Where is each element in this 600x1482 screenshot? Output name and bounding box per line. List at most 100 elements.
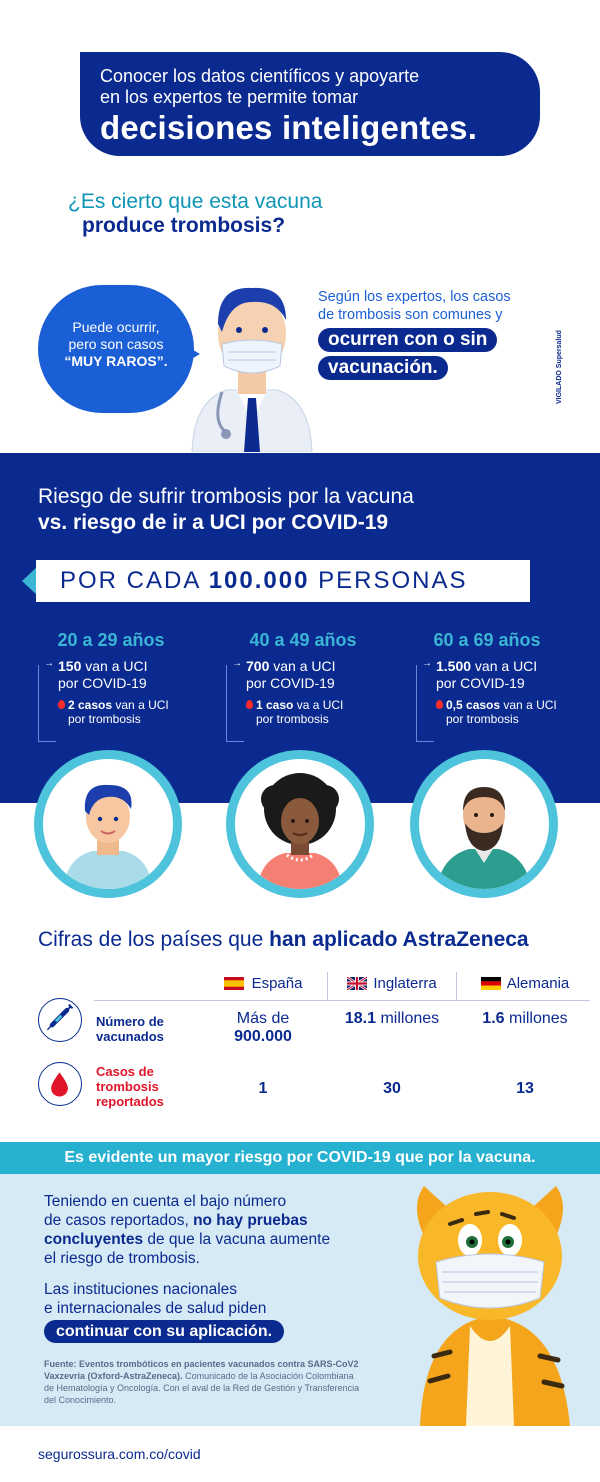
source-note: Fuente: Eventos trombóticos en pacientes…: [44, 1358, 364, 1406]
age-group-3-uci-text: van a UCI: [471, 658, 538, 674]
cell-germany-vaccinated: 1.6 millones: [460, 1010, 590, 1028]
question-line-1: ¿Es cierto que esta vacuna: [68, 190, 323, 213]
header-line-2: en los expertos te permite tomar: [100, 87, 359, 107]
doctor-illustration: [191, 287, 313, 452]
age-group-1-uci-line2: por COVID-19: [58, 675, 147, 691]
blood-drop-icon: [246, 700, 253, 709]
vigilado-text: VIGILADO Supersalud: [556, 330, 563, 404]
age-group-2-tromb-text: va a UCI: [293, 698, 344, 712]
blood-drop-icon: [436, 700, 443, 709]
young-man-icon: [63, 784, 153, 889]
age-group-3-tromb-text: van a UCI: [500, 698, 557, 712]
cell-england-vaccinated-unit: millones: [376, 1010, 440, 1027]
countries-title-prefix: Cifras de los países que: [38, 928, 270, 951]
age-group-1-uci-text: van a UCI: [81, 658, 148, 674]
per-100000-banner: POR CADA 100.000 PERSONAS: [36, 560, 530, 602]
col-germany: Alemania: [460, 975, 590, 992]
col-separator: [327, 972, 328, 1000]
row-thrombosis-label-3: reportados: [96, 1094, 164, 1109]
speech-bubble: Puede ocurrir, pero son casos “MUY RAROS…: [38, 285, 194, 413]
cell-germany-vaccinated-num: 1.6: [482, 1010, 505, 1027]
question: ¿Es cierto que esta vacuna produce tromb…: [68, 190, 322, 238]
experts-line-2: de trombosis son comunes y: [318, 307, 503, 323]
age-group-2-uci-line2: por COVID-19: [246, 675, 335, 691]
age-group-3-arrow: →: [422, 658, 432, 669]
age-group-1-bracket: [38, 665, 56, 742]
germany-flag-icon: [480, 977, 501, 990]
header-title: decisiones inteligentes.: [100, 109, 478, 146]
header-bubble: Conocer los datos científicos y apoyarte…: [80, 52, 540, 156]
cell-spain-vaccinated-line2: 900.000: [234, 1028, 292, 1045]
col-england: Inglaterra: [330, 975, 454, 992]
blood-drop-icon-circle: [38, 1062, 82, 1106]
cell-germany-vaccinated-unit: millones: [504, 1010, 568, 1027]
table-header-divider: [94, 1000, 590, 1001]
older-man-icon: [437, 787, 531, 889]
risk-band: [0, 453, 600, 803]
age-group-1-arrow: →: [44, 658, 54, 669]
cell-spain-thrombosis: 1: [258, 1080, 268, 1097]
per-100000-notch: [22, 566, 38, 596]
cell-spain-vaccinated: Más de 900.000: [200, 1010, 326, 1046]
age-group-2-uci-num: 700: [246, 658, 270, 674]
conclusion-p1-line-d: el riesgo de trombosis.: [44, 1250, 200, 1267]
age-group-2-arrow: →: [232, 658, 242, 669]
conclusion-p2-line-a: Las instituciones nacionales: [44, 1281, 238, 1298]
per-prefix: POR CADA: [60, 567, 209, 594]
cell-germany-thrombosis: 13: [516, 1080, 534, 1097]
age-group-3-uci-num: 1.500: [436, 658, 472, 674]
header-line-1: Conocer los datos científicos y apoyarte: [100, 66, 420, 86]
age-group-1: 20 a 29 años: [16, 630, 206, 651]
conclusion-paragraph-1: Teniendo en cuenta el bajo número de cas…: [44, 1192, 374, 1268]
tiger-mascot-illustration: [417, 1186, 570, 1426]
evident-banner: Es evidente un mayor riesgo por COVID-19…: [0, 1142, 600, 1174]
conclusion-p1-bold-2: concluyentes: [44, 1231, 144, 1248]
col-spain: España: [200, 975, 326, 992]
experts-pill-1: ocurren con o sin: [318, 328, 498, 352]
countries-title: Cifras de los países que han aplicado As…: [38, 928, 529, 952]
conclusion-p1-line-b: de casos reportados,: [44, 1212, 194, 1229]
avatar-young-man: [34, 750, 182, 898]
vigilado-supersalud-logo: VIGILADO Supersalud: [556, 312, 570, 404]
cell-england-vaccinated: 18.1 millones: [330, 1010, 454, 1028]
age-group-3-tromb-line2: por trombosis: [446, 712, 519, 726]
per-number: 100.000: [208, 567, 310, 594]
speech-line-3: “MUY RAROS”.: [64, 353, 168, 369]
col-germany-label: Alemania: [506, 975, 570, 992]
footer-url[interactable]: segurossura.com.co/covid: [38, 1446, 201, 1462]
conclusion-p1-bold-1: no hay pruebas: [193, 1212, 308, 1229]
row-thrombosis-label: Casos de trombosis reportados: [96, 1064, 164, 1109]
experts-line-1: Según los expertos, los casos: [318, 289, 511, 305]
spain-flag-icon: [223, 977, 244, 990]
age-group-3-uci-line2: por COVID-19: [436, 675, 525, 691]
age-group-1-tromb-num: 2 casos: [68, 698, 113, 712]
age-group-1-stats: 150 van a UCI por COVID-19 2 casos van a…: [58, 658, 208, 726]
risk-title-line-2: vs. riesgo de ir a UCI por COVID-19: [38, 511, 389, 534]
cell-england-vaccinated-num: 18.1: [344, 1010, 376, 1027]
age-group-3: 60 a 69 años: [392, 630, 582, 651]
age-group-3-title: 60 a 69 años: [433, 630, 541, 650]
row-vaccinated-label-1: Número de: [96, 1014, 164, 1029]
age-group-3-stats: 1.500 van a UCI por COVID-19 0,5 casos v…: [436, 658, 586, 726]
col-separator: [456, 972, 457, 1000]
woman-icon: [257, 773, 343, 889]
conclusion-pill: continuar con su aplicación.: [44, 1320, 285, 1343]
age-group-2: 40 a 49 años: [208, 630, 398, 651]
avatar-woman: [226, 750, 374, 898]
cell-england-thrombosis: 30: [383, 1080, 401, 1097]
age-group-2-tromb-num: 1 caso: [256, 698, 294, 712]
age-group-3-bracket: [416, 665, 434, 742]
cell-spain-vaccinated-line1: Más de: [236, 1010, 290, 1027]
experts-statement: Según los expertos, los casos de trombos…: [318, 288, 548, 380]
risk-title: Riesgo de sufrir trombosis por la vacuna…: [38, 484, 414, 536]
age-group-1-uci-num: 150: [58, 658, 82, 674]
conclusion-p2-line-b: e internacionales de salud piden: [44, 1300, 267, 1317]
conclusion-p1-line-a: Teniendo en cuenta el bajo número: [44, 1193, 287, 1210]
risk-title-line-1: Riesgo de sufrir trombosis por la vacuna: [38, 485, 414, 508]
question-line-2: produce trombosis?: [82, 214, 286, 237]
avatar-older-man: [410, 750, 558, 898]
col-england-label: Inglaterra: [373, 975, 437, 992]
row-thrombosis-label-1: Casos de: [96, 1064, 154, 1079]
age-group-1-tromb-text: van a UCI: [112, 698, 169, 712]
speech-line-2: pero son casos: [68, 336, 164, 352]
